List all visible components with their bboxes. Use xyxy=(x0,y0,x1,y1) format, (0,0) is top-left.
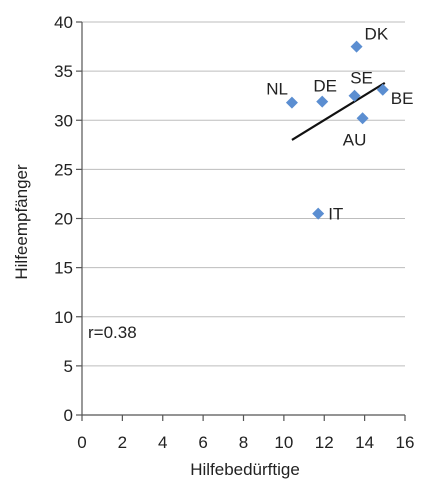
point-label-nl: NL xyxy=(266,80,288,99)
point-label-de: DE xyxy=(313,77,337,96)
y-tick-label-40: 40 xyxy=(54,13,73,32)
point-se xyxy=(348,89,361,102)
y-tick-label-5: 5 xyxy=(64,357,73,376)
y-tick-label-30: 30 xyxy=(54,111,73,130)
trendline-layer xyxy=(291,81,386,141)
point-labels: DK NL DE SE BE AU IT xyxy=(266,25,413,224)
point-au xyxy=(356,112,369,125)
point-dk xyxy=(350,40,363,53)
y-tick-label-10: 10 xyxy=(54,308,73,327)
x-tick-label-10: 10 xyxy=(274,433,293,452)
x-tick-label-12: 12 xyxy=(315,433,334,452)
y-tick-label-0: 0 xyxy=(64,406,73,425)
y-tick-label-20: 20 xyxy=(54,210,73,229)
point-label-au: AU xyxy=(343,130,367,149)
point-de xyxy=(316,95,329,108)
point-it xyxy=(312,207,325,220)
point-nl xyxy=(285,96,298,109)
x-tick-label-0: 0 xyxy=(77,433,86,452)
x-axis-title: Hilfebedürftige xyxy=(190,460,300,479)
data-points xyxy=(285,40,389,220)
y-tick-label-35: 35 xyxy=(54,62,73,81)
y-tick-label-15: 15 xyxy=(54,259,73,278)
point-label-dk: DK xyxy=(365,25,389,44)
grid-lines xyxy=(82,21,405,367)
x-tick-label-16: 16 xyxy=(396,433,415,452)
x-tick-label-4: 4 xyxy=(158,433,167,452)
point-label-se: SE xyxy=(350,69,373,88)
point-label-it: IT xyxy=(328,205,343,224)
point-label-be: BE xyxy=(391,89,414,108)
x-tick-label-8: 8 xyxy=(239,433,248,452)
annotation-r: r=0.38 xyxy=(88,323,137,342)
trendline xyxy=(291,81,386,141)
y-axis-title: Hilfeempfänger xyxy=(12,164,31,280)
x-tick-label-14: 14 xyxy=(355,433,374,452)
x-tick-label-6: 6 xyxy=(198,433,207,452)
tick-labels: 0 5 10 15 20 25 30 35 40 0 2 4 6 8 10 12 14 16 xyxy=(54,13,414,452)
x-tick-label-2: 2 xyxy=(118,433,127,452)
y-tick-label-25: 25 xyxy=(54,160,73,179)
point-be xyxy=(376,83,389,96)
